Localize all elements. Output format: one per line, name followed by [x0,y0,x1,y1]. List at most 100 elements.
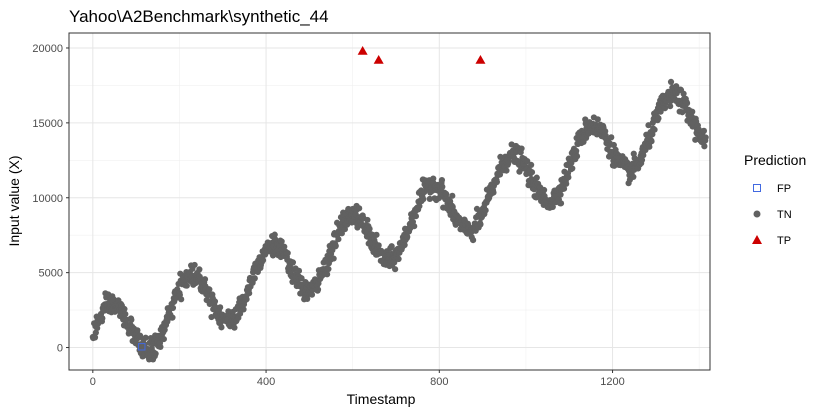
plot-panel-border [68,32,711,371]
tn-point [356,205,363,212]
tn-point [160,335,167,343]
tn-point [533,174,540,181]
tn-point [122,310,129,318]
tn-point [366,225,373,232]
tn-point [335,236,342,243]
plot-panel [69,33,710,370]
tn-point [324,271,331,278]
tn-point [236,310,244,317]
y-tick-label: 5000 [39,268,63,280]
data-points [89,45,709,363]
tn-point [412,213,420,220]
tn-point [206,286,213,293]
legend-title: Prediction [744,152,806,168]
tn-point [695,126,702,133]
tn-point [217,304,224,311]
tn-point [560,185,568,192]
tn-point [557,191,564,198]
tn-point [262,251,269,258]
tn-point [271,231,278,238]
tn-point [702,134,709,141]
tn-point [332,242,339,249]
x-tick-label: 400 [257,376,275,388]
tn-point [438,177,446,184]
tn-point [449,192,456,199]
tn-point [304,295,311,302]
tn-point [439,183,446,190]
tn-point [557,200,565,207]
tn-point [218,324,225,331]
legend-tn-key [753,210,761,218]
legend: Prediction FP TN TP [744,152,806,247]
tn-point [541,186,548,194]
tn-point [651,126,658,133]
tn-point [630,173,637,180]
tn-point [240,306,247,313]
grid-lines [69,33,710,370]
tn-point [246,290,253,297]
tn-point [134,327,141,334]
tn-point [289,259,297,266]
axis-ticks: 0 400 800 1200 0 5000 10000 15000 20000 [32,43,624,388]
x-tick-label: 0 [90,376,96,388]
tn-point [169,304,177,312]
tn-point [164,318,171,325]
tn-point [657,108,664,115]
tn-point [701,143,708,150]
tn-point [503,167,510,174]
y-tick-label: 0 [57,343,63,355]
tn-point [638,156,646,164]
tn-point [152,350,159,357]
tn-point [401,241,408,249]
tn-point [420,196,427,203]
chart-title: Yahoo\A2Benchmark\synthetic_44 [69,7,329,26]
tn-point [493,178,501,186]
tn-point [251,275,258,282]
tn-point [142,334,149,341]
tn-point [490,189,497,196]
tn-point [667,103,674,110]
tn-point [565,174,572,181]
legend-fp-key [753,184,761,192]
tn-point [594,116,601,123]
tn-point [700,127,708,134]
x-tick-label: 800 [430,376,448,388]
tn-point [278,238,285,245]
y-axis-title: Input value (X) [6,155,22,246]
tn-point [201,276,209,283]
tn-point [649,131,656,138]
tn-point [395,255,402,263]
legend-tp-key [752,235,762,244]
tn-point [392,266,399,273]
tn-point [648,138,655,145]
tn-point [610,141,617,149]
tn-point [569,165,576,172]
tn-point [518,145,525,152]
tn-point [655,115,662,122]
tn-point [325,265,332,273]
tn-point [661,105,669,112]
tn-point [364,216,371,224]
tn-point [196,266,203,273]
tn-point [426,195,433,202]
x-tick-label: 1200 [600,376,624,388]
tn-point [169,314,176,321]
tn-point [391,259,398,266]
fp-point [138,343,146,351]
tp-point [373,54,384,64]
tn-point [646,143,653,150]
tn-point [91,334,99,341]
tn-point [161,326,168,333]
legend-label: TN [777,209,792,221]
tn-point [667,78,675,85]
tp-point [475,54,486,64]
tn-point [178,296,185,303]
tn-point [128,316,135,323]
tn-point [680,90,687,97]
y-tick-label: 15000 [32,118,63,130]
tn-point [295,267,303,274]
tn-point [683,100,691,107]
tn-point [183,282,190,289]
tn-point [284,249,291,257]
